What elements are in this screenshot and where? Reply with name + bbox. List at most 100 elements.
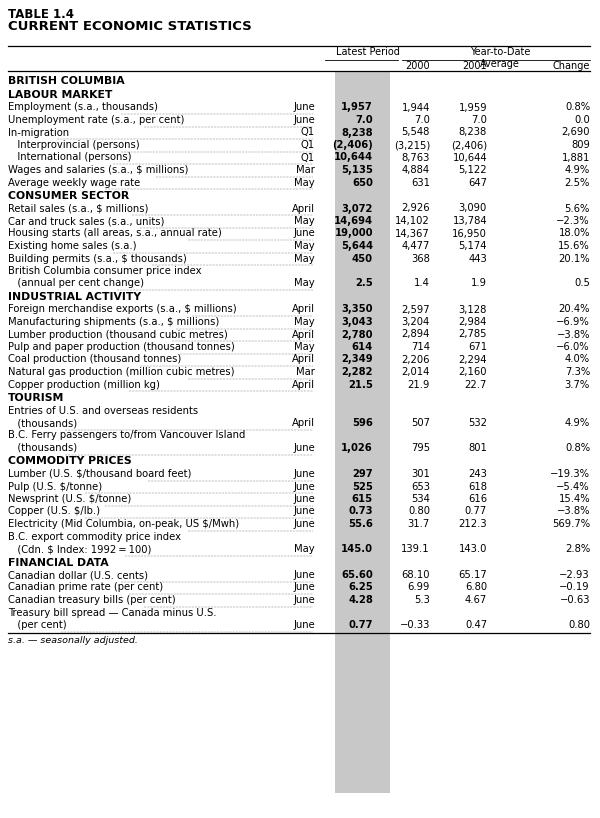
Text: 6.80: 6.80 <box>465 582 487 592</box>
Text: (annual per cent change): (annual per cent change) <box>8 278 144 289</box>
Text: (Cdn. $ Index: 1992 = 100): (Cdn. $ Index: 1992 = 100) <box>8 544 151 554</box>
Text: April: April <box>292 354 315 365</box>
Text: 0.8%: 0.8% <box>565 443 590 453</box>
Text: Mar: Mar <box>296 367 315 377</box>
Text: Treasury bill spread — Canada minus U.S.: Treasury bill spread — Canada minus U.S. <box>8 608 217 618</box>
Text: COMMODITY PRICES: COMMODITY PRICES <box>8 456 131 466</box>
Text: 2,282: 2,282 <box>341 367 373 377</box>
Text: 714: 714 <box>411 342 430 352</box>
Text: 809: 809 <box>571 140 590 150</box>
Text: TABLE 1.4: TABLE 1.4 <box>8 8 74 21</box>
Text: June: June <box>293 469 315 479</box>
Text: 631: 631 <box>411 178 430 187</box>
Text: Copper production (million kg): Copper production (million kg) <box>8 380 160 389</box>
Text: 618: 618 <box>468 482 487 492</box>
Text: s.a. — seasonally adjusted.: s.a. — seasonally adjusted. <box>8 636 138 645</box>
Text: 653: 653 <box>411 482 430 492</box>
Text: 5.3: 5.3 <box>414 595 430 605</box>
Text: 616: 616 <box>468 494 487 504</box>
Text: 65.60: 65.60 <box>341 570 373 580</box>
Text: 3,204: 3,204 <box>402 317 430 327</box>
Text: 507: 507 <box>411 418 430 428</box>
Text: 22.7: 22.7 <box>464 380 487 389</box>
Text: 4.28: 4.28 <box>348 595 373 605</box>
Text: 0.47: 0.47 <box>465 620 487 630</box>
Text: CONSUMER SECTOR: CONSUMER SECTOR <box>8 191 129 201</box>
Text: 7.0: 7.0 <box>414 115 430 125</box>
Text: 4.67: 4.67 <box>465 595 487 605</box>
Text: 14,367: 14,367 <box>395 228 430 239</box>
Text: 1.9: 1.9 <box>471 278 487 289</box>
Text: Copper (U.S. $/lb.): Copper (U.S. $/lb.) <box>8 506 100 516</box>
Text: 2,014: 2,014 <box>401 367 430 377</box>
Text: April: April <box>292 418 315 428</box>
Text: May: May <box>295 178 315 187</box>
Text: Canadian prime rate (per cent): Canadian prime rate (per cent) <box>8 582 163 592</box>
Text: 3,043: 3,043 <box>341 317 373 327</box>
Text: Pulp (U.S. $/tonne): Pulp (U.S. $/tonne) <box>8 482 102 492</box>
Text: 0.0: 0.0 <box>574 115 590 125</box>
Text: 1,026: 1,026 <box>341 443 373 453</box>
Text: 8,763: 8,763 <box>401 152 430 163</box>
Text: 1,881: 1,881 <box>562 152 590 163</box>
Text: 614: 614 <box>352 342 373 352</box>
Text: 801: 801 <box>468 443 487 453</box>
Text: 0.5: 0.5 <box>574 278 590 289</box>
Text: Interprovincial (persons): Interprovincial (persons) <box>8 140 140 150</box>
Text: 2,780: 2,780 <box>341 330 373 339</box>
Text: 647: 647 <box>468 178 487 187</box>
Text: BRITISH COLUMBIA: BRITISH COLUMBIA <box>8 77 125 87</box>
Text: June: June <box>293 595 315 605</box>
Text: 2,294: 2,294 <box>458 354 487 365</box>
Text: Pulp and paper production (thousand tonnes): Pulp and paper production (thousand tonn… <box>8 342 235 352</box>
Text: 0.77: 0.77 <box>349 620 373 630</box>
Text: INDUSTRIAL ACTIVITY: INDUSTRIAL ACTIVITY <box>8 292 141 302</box>
Text: (thousands): (thousands) <box>8 418 77 428</box>
Text: Canadian treasury bills (per cent): Canadian treasury bills (per cent) <box>8 595 176 605</box>
Text: June: June <box>293 620 315 630</box>
Text: −0.63: −0.63 <box>560 595 590 605</box>
Text: 212.3: 212.3 <box>458 519 487 529</box>
Text: TOURISM: TOURISM <box>8 393 64 403</box>
Text: 2.5: 2.5 <box>355 278 373 289</box>
Text: 4,884: 4,884 <box>402 165 430 175</box>
Text: Lumber (U.S. $/thousand board feet): Lumber (U.S. $/thousand board feet) <box>8 469 191 479</box>
Text: 7.0: 7.0 <box>355 115 373 125</box>
Text: Unemployment rate (s.a., per cent): Unemployment rate (s.a., per cent) <box>8 115 184 125</box>
Text: May: May <box>295 254 315 263</box>
Text: −0.33: −0.33 <box>400 620 430 630</box>
Text: 2000: 2000 <box>406 61 430 71</box>
Text: April: April <box>292 330 315 339</box>
Text: −19.3%: −19.3% <box>550 469 590 479</box>
Text: 8,238: 8,238 <box>459 128 487 137</box>
Text: Q1: Q1 <box>301 140 315 150</box>
Text: Car and truck sales (s.a., units): Car and truck sales (s.a., units) <box>8 216 164 226</box>
Text: 7.3%: 7.3% <box>565 367 590 377</box>
Text: 143.0: 143.0 <box>458 544 487 554</box>
Text: −2.3%: −2.3% <box>556 216 590 226</box>
Text: −0.19: −0.19 <box>559 582 590 592</box>
Text: May: May <box>295 241 315 251</box>
Text: Building permits (s.a., $ thousands): Building permits (s.a., $ thousands) <box>8 254 187 263</box>
Text: 5,644: 5,644 <box>341 241 373 251</box>
Text: 2,785: 2,785 <box>458 330 487 339</box>
Text: June: June <box>293 482 315 492</box>
Text: −3.8%: −3.8% <box>557 506 590 516</box>
Text: 13,784: 13,784 <box>452 216 487 226</box>
Text: 68.10: 68.10 <box>401 570 430 580</box>
Text: 243: 243 <box>468 469 487 479</box>
Text: 21.5: 21.5 <box>348 380 373 389</box>
Text: 2,894: 2,894 <box>401 330 430 339</box>
Text: 0.80: 0.80 <box>408 506 430 516</box>
Text: May: May <box>295 216 315 226</box>
Text: (2,406): (2,406) <box>451 140 487 150</box>
Text: 5,135: 5,135 <box>341 165 373 175</box>
Text: Q1: Q1 <box>301 128 315 137</box>
Text: 2.8%: 2.8% <box>565 544 590 554</box>
Text: June: June <box>293 494 315 504</box>
Text: May: May <box>295 317 315 327</box>
Text: 16,950: 16,950 <box>452 228 487 239</box>
Text: 4.0%: 4.0% <box>565 354 590 365</box>
Text: 1,957: 1,957 <box>341 102 373 113</box>
Text: FINANCIAL DATA: FINANCIAL DATA <box>8 558 109 568</box>
